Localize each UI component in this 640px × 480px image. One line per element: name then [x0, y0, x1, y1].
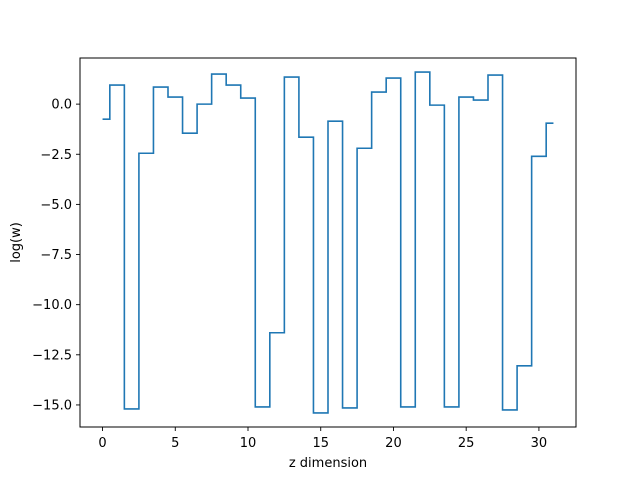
y-tick-label: −12.5 [32, 348, 72, 363]
x-tick-label: 20 [385, 436, 402, 451]
x-tick-label: 10 [240, 436, 257, 451]
plot-area [102, 71, 554, 414]
y-tick-label: −10.0 [32, 298, 72, 313]
x-axis-label: z dimension [289, 456, 367, 471]
x-axis-ticks: 0 5 10 15 20 25 30 [98, 427, 547, 451]
y-tick-label: 0.0 [51, 98, 72, 113]
x-tick-label: 30 [531, 436, 548, 451]
y-tick-label: −15.0 [32, 398, 72, 413]
series-line-0 [102, 71, 554, 414]
y-tick-label: −2.5 [40, 148, 72, 163]
y-axis-ticks: 0.0 −2.5 −5.0 −7.5 −10.0 −12.5 −15.0 [32, 98, 80, 413]
x-tick-label: 15 [312, 436, 329, 451]
x-tick-label: 0 [98, 436, 106, 451]
y-tick-label: −5.0 [40, 198, 72, 213]
y-axis-label: log(w) [9, 222, 24, 263]
y-tick-label: −7.5 [40, 248, 72, 263]
axes-frame [79, 57, 577, 428]
x-tick-label: 5 [171, 436, 179, 451]
x-tick-label: 25 [458, 436, 475, 451]
